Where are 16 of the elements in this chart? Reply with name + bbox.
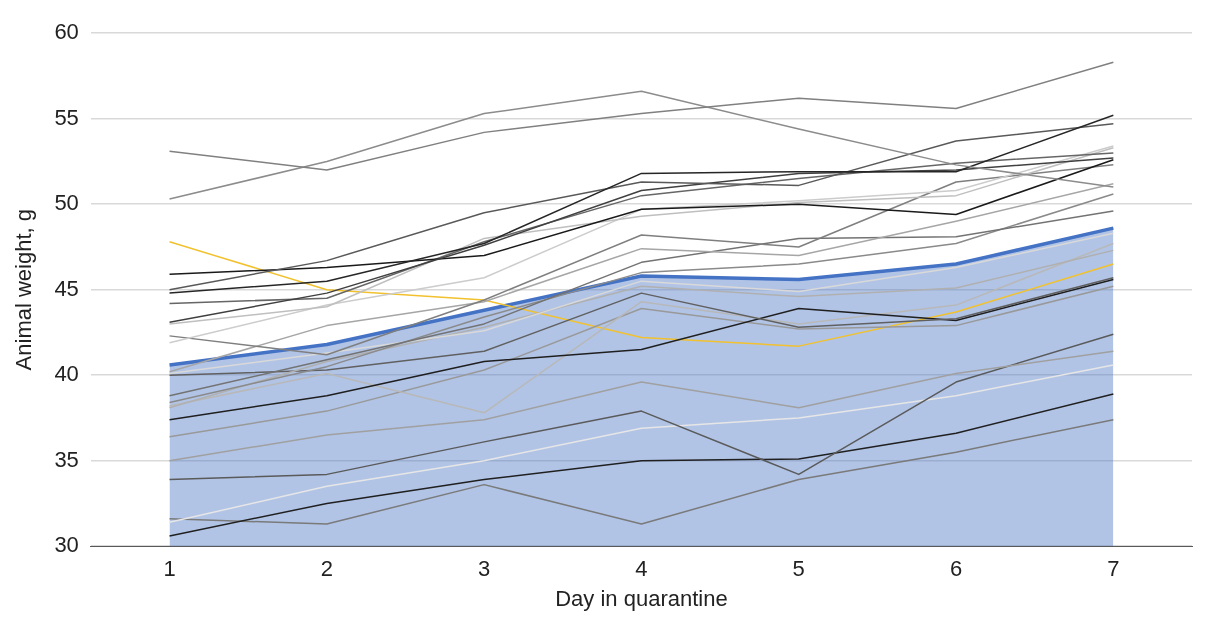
x-tick-label: 2: [320, 556, 333, 582]
x-axis-title: Day in quarantine: [555, 585, 728, 611]
y-tick-label: 60: [54, 19, 79, 45]
y-tick-label: 50: [54, 190, 79, 216]
x-tick-label: 5: [792, 556, 805, 582]
y-axis-title: Animal weight, g: [11, 208, 37, 371]
y-tick-label: 55: [54, 104, 79, 130]
y-tick-label: 30: [54, 532, 79, 558]
x-tick-label: 1: [163, 556, 176, 582]
x-tick-label: 4: [635, 556, 648, 582]
y-tick-label: 35: [54, 446, 79, 472]
x-tick-label: 3: [478, 556, 491, 582]
y-tick-label: 45: [54, 275, 79, 301]
x-tick-label: 6: [949, 556, 963, 582]
x-tick-label: 7: [1107, 556, 1120, 582]
y-tick-label: 40: [54, 361, 79, 387]
